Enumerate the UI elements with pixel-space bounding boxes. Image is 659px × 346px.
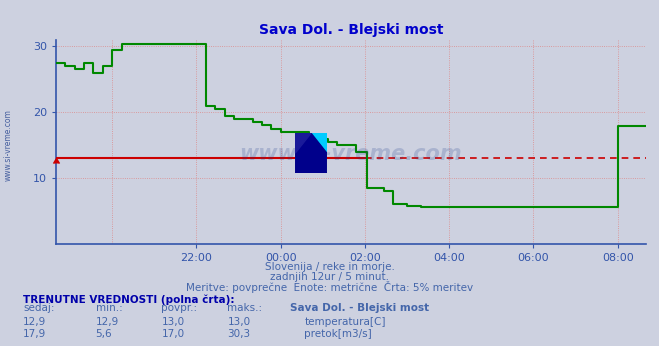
Text: povpr.:: povpr.: bbox=[161, 303, 198, 313]
Polygon shape bbox=[311, 133, 327, 153]
Text: Slovenija / reke in morje.: Slovenija / reke in morje. bbox=[264, 262, 395, 272]
Title: Sava Dol. - Blejski most: Sava Dol. - Blejski most bbox=[259, 23, 443, 37]
Text: temperatura[C]: temperatura[C] bbox=[304, 317, 386, 327]
Text: zadnjih 12ur / 5 minut.: zadnjih 12ur / 5 minut. bbox=[270, 272, 389, 282]
Text: maks.:: maks.: bbox=[227, 303, 262, 313]
Text: 17,9: 17,9 bbox=[23, 329, 46, 339]
Polygon shape bbox=[295, 133, 327, 173]
Text: Sava Dol. - Blejski most: Sava Dol. - Blejski most bbox=[290, 303, 429, 313]
Text: 13,0: 13,0 bbox=[227, 317, 250, 327]
Text: pretok[m3/s]: pretok[m3/s] bbox=[304, 329, 372, 339]
Text: 5,6: 5,6 bbox=[96, 329, 112, 339]
Text: 30,3: 30,3 bbox=[227, 329, 250, 339]
Text: 13,0: 13,0 bbox=[161, 317, 185, 327]
Text: 17,0: 17,0 bbox=[161, 329, 185, 339]
Text: 12,9: 12,9 bbox=[96, 317, 119, 327]
Polygon shape bbox=[295, 133, 327, 173]
Text: TRENUTNE VREDNOSTI (polna črta):: TRENUTNE VREDNOSTI (polna črta): bbox=[23, 295, 235, 305]
Text: sedaj:: sedaj: bbox=[23, 303, 55, 313]
Text: www.si-vreme.com: www.si-vreme.com bbox=[240, 144, 462, 164]
Polygon shape bbox=[295, 133, 311, 153]
Text: 12,9: 12,9 bbox=[23, 317, 46, 327]
Text: www.si-vreme.com: www.si-vreme.com bbox=[3, 109, 13, 181]
Text: Meritve: povprečne  Enote: metrične  Črta: 5% meritev: Meritve: povprečne Enote: metrične Črta:… bbox=[186, 281, 473, 293]
Text: min.:: min.: bbox=[96, 303, 123, 313]
